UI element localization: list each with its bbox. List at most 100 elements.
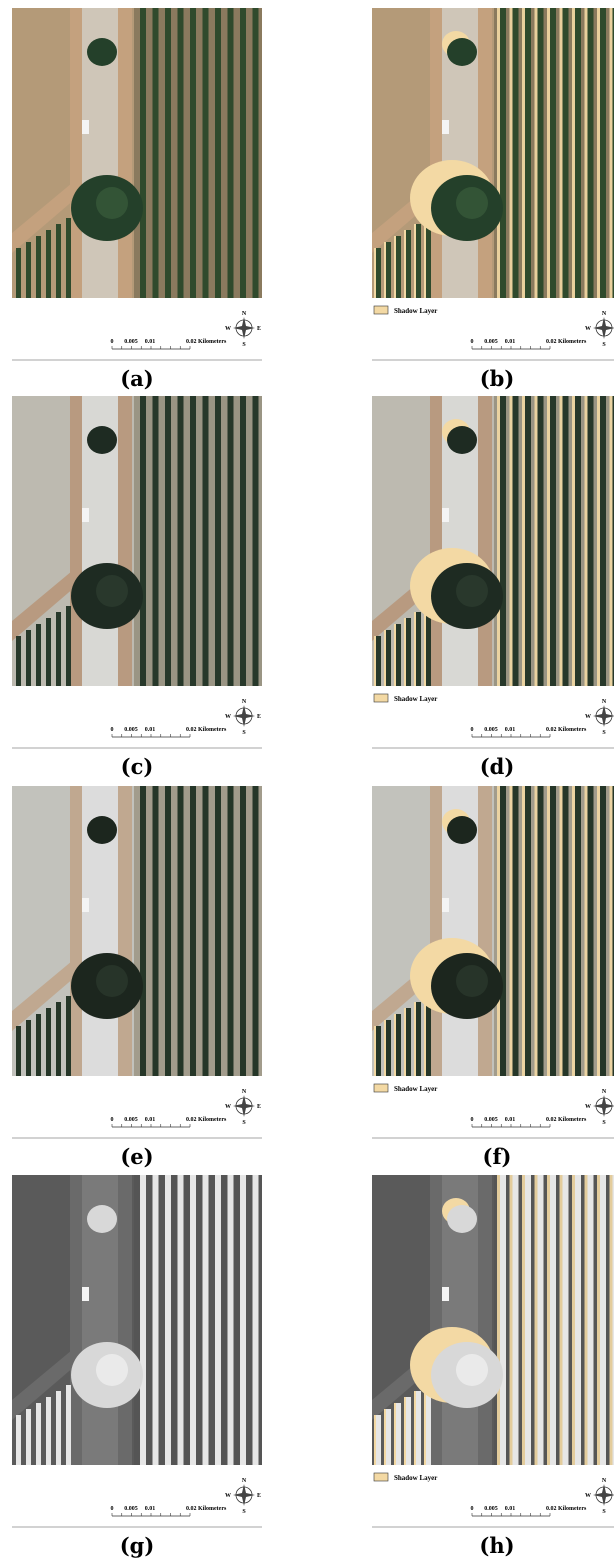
tree bbox=[447, 426, 477, 454]
tree-row bbox=[550, 786, 556, 1076]
tree-row bbox=[215, 1175, 221, 1465]
tree-row bbox=[513, 396, 519, 686]
tree-row bbox=[575, 1175, 581, 1465]
shadow-area bbox=[374, 1415, 376, 1465]
shadow-area bbox=[572, 8, 575, 298]
panel-label: (e) bbox=[12, 1144, 262, 1169]
tree-row bbox=[240, 1175, 246, 1465]
panel-label: (d) bbox=[372, 754, 614, 779]
tree-row bbox=[406, 1397, 411, 1465]
tree-row bbox=[165, 8, 171, 298]
legend-swatch bbox=[374, 1084, 388, 1092]
tree-row bbox=[253, 396, 259, 686]
compass-s: S bbox=[602, 1509, 606, 1515]
scale-label: 0 bbox=[471, 727, 474, 733]
compass-star bbox=[233, 705, 255, 727]
tree-row bbox=[240, 8, 246, 298]
compass-n: N bbox=[242, 311, 247, 317]
tree-row bbox=[500, 396, 506, 686]
legend-label: Shadow Layer bbox=[394, 1474, 437, 1482]
compass-n: N bbox=[602, 1478, 607, 1484]
shadow-area bbox=[510, 8, 513, 298]
scale-label: 0.01 bbox=[505, 727, 516, 733]
tree-row bbox=[178, 1175, 184, 1465]
shadow-area bbox=[560, 1175, 563, 1465]
vehicle bbox=[82, 120, 89, 134]
tree-row bbox=[525, 786, 531, 1076]
tree-row bbox=[66, 218, 71, 298]
tree bbox=[87, 816, 117, 844]
compass-star bbox=[593, 317, 614, 339]
tree-row bbox=[538, 1175, 544, 1465]
tree-highlight bbox=[456, 187, 488, 219]
tree-row bbox=[513, 786, 519, 1076]
page: {"panels": [ {"label": "(a)", "scale": {… bbox=[0, 0, 614, 1561]
shadow-area bbox=[560, 396, 563, 686]
tree-row bbox=[66, 1385, 71, 1465]
tree-row bbox=[513, 8, 519, 298]
tree-highlight bbox=[96, 575, 128, 607]
tree bbox=[87, 1205, 117, 1233]
tree-row bbox=[140, 8, 146, 298]
shadow-area bbox=[597, 786, 600, 1076]
tree-row bbox=[215, 8, 221, 298]
scale-unit: 0.02 Kilometers bbox=[186, 339, 227, 345]
scale-label: 0.01 bbox=[505, 1506, 516, 1512]
scale-unit: 0.02 Kilometers bbox=[546, 1506, 587, 1512]
tree-row bbox=[153, 786, 159, 1076]
vehicle bbox=[82, 1287, 89, 1301]
compass-star bbox=[593, 705, 614, 727]
scale-label: 0 bbox=[471, 1506, 474, 1512]
vehicle bbox=[82, 508, 89, 522]
scale-label: 0 bbox=[471, 1117, 474, 1123]
tree-row bbox=[190, 396, 196, 686]
scale-unit: 0.02 Kilometers bbox=[186, 727, 227, 733]
tree-row bbox=[26, 242, 31, 298]
vehicle bbox=[442, 508, 449, 522]
tree-row bbox=[36, 624, 41, 686]
tree-row bbox=[563, 8, 569, 298]
tree-row bbox=[140, 396, 146, 686]
compass-s: S bbox=[602, 730, 606, 736]
scale-label: 0.005 bbox=[484, 1117, 498, 1123]
shadow-area bbox=[572, 396, 575, 686]
panel-label: (g) bbox=[12, 1533, 262, 1558]
scale-label: 0 bbox=[111, 1117, 114, 1123]
tree bbox=[447, 1205, 477, 1233]
compass-s: S bbox=[602, 342, 606, 348]
tree-row bbox=[203, 786, 209, 1076]
tree-row bbox=[215, 786, 221, 1076]
tree-row bbox=[228, 8, 234, 298]
shadow-area bbox=[384, 242, 386, 298]
shadow-area bbox=[424, 996, 426, 1076]
compass-n: N bbox=[242, 1478, 247, 1484]
shadow-area bbox=[510, 786, 513, 1076]
shadow-area bbox=[585, 1175, 588, 1465]
tree-row bbox=[190, 786, 196, 1076]
scale-label: 0.01 bbox=[145, 1117, 156, 1123]
tree-row bbox=[600, 396, 606, 686]
compass-s: S bbox=[602, 1120, 606, 1126]
shadow-area bbox=[585, 786, 588, 1076]
compass-n: N bbox=[242, 1089, 247, 1095]
shadow-area bbox=[497, 396, 500, 686]
shadow-area bbox=[510, 396, 513, 686]
tree-row bbox=[36, 1014, 41, 1076]
tree-row bbox=[66, 996, 71, 1076]
shadow-area bbox=[510, 1175, 513, 1465]
vehicle bbox=[442, 120, 449, 134]
shadow-area bbox=[522, 396, 525, 686]
scale-unit: 0.02 Kilometers bbox=[546, 339, 587, 345]
shadow-area bbox=[560, 786, 563, 1076]
tree-row bbox=[153, 1175, 159, 1465]
scale-label: 0 bbox=[111, 339, 114, 345]
tree-row bbox=[406, 1008, 411, 1076]
tree-row bbox=[203, 8, 209, 298]
tree-row bbox=[66, 606, 71, 686]
tree-row bbox=[396, 1403, 401, 1465]
compass-w: W bbox=[585, 1493, 591, 1499]
